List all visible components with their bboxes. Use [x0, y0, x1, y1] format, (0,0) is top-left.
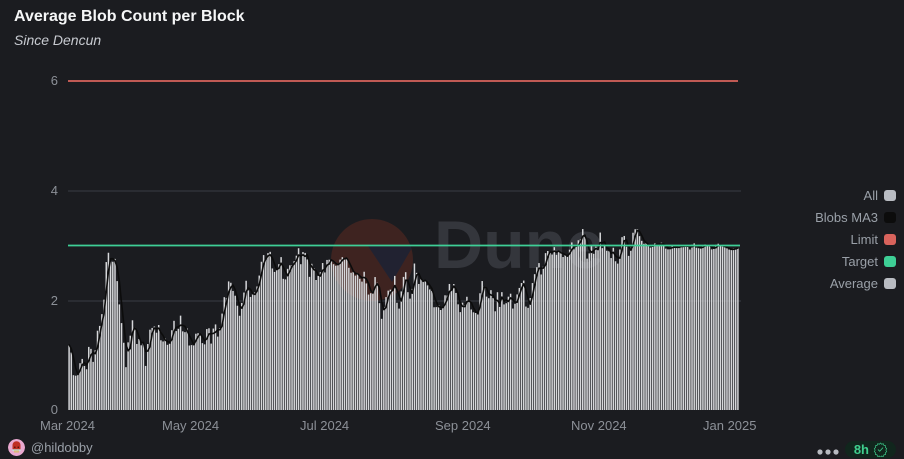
- svg-text:2: 2: [51, 293, 58, 308]
- svg-text:Jul 2024: Jul 2024: [300, 418, 349, 433]
- svg-text:Sep 2024: Sep 2024: [435, 418, 491, 433]
- svg-text:Mar 2024: Mar 2024: [40, 418, 95, 433]
- svg-text:4: 4: [51, 183, 58, 198]
- svg-text:Jan 2025: Jan 2025: [703, 418, 757, 433]
- svg-text:May 2024: May 2024: [162, 418, 219, 433]
- svg-text:Nov 2024: Nov 2024: [571, 418, 627, 433]
- svg-text:0: 0: [51, 402, 58, 417]
- svg-text:6: 6: [51, 73, 58, 88]
